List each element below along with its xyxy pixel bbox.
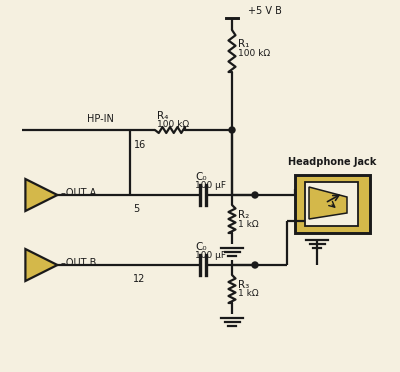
Circle shape: [229, 127, 235, 133]
Bar: [305, 182, 358, 226]
Text: R₁: R₁: [238, 39, 249, 49]
Text: R₄: R₄: [157, 111, 168, 121]
Text: 1 kΩ: 1 kΩ: [238, 289, 259, 298]
Text: 12: 12: [133, 274, 145, 284]
Bar: [295, 175, 370, 233]
Text: R₂: R₂: [238, 210, 249, 220]
Polygon shape: [26, 179, 58, 211]
Text: –OUT B: –OUT B: [62, 258, 97, 268]
Circle shape: [252, 262, 258, 268]
Text: 100 μF: 100 μF: [195, 250, 226, 260]
Text: R₃: R₃: [238, 280, 249, 290]
Text: C₀: C₀: [195, 242, 207, 252]
Text: 100 kΩ: 100 kΩ: [157, 119, 189, 128]
Text: –OUT A: –OUT A: [62, 188, 97, 198]
Polygon shape: [26, 249, 58, 281]
Text: +5 V B: +5 V B: [248, 6, 282, 16]
Text: 16: 16: [134, 140, 146, 150]
Text: HP-IN: HP-IN: [86, 114, 114, 124]
Text: C₀: C₀: [195, 172, 207, 182]
Text: 100 kΩ: 100 kΩ: [238, 48, 270, 58]
Text: Headphone Jack: Headphone Jack: [288, 157, 377, 167]
Polygon shape: [309, 187, 347, 219]
Circle shape: [252, 192, 258, 198]
Text: 5: 5: [133, 204, 139, 214]
Text: 100 μF: 100 μF: [195, 180, 226, 189]
Text: 1 kΩ: 1 kΩ: [238, 219, 259, 228]
